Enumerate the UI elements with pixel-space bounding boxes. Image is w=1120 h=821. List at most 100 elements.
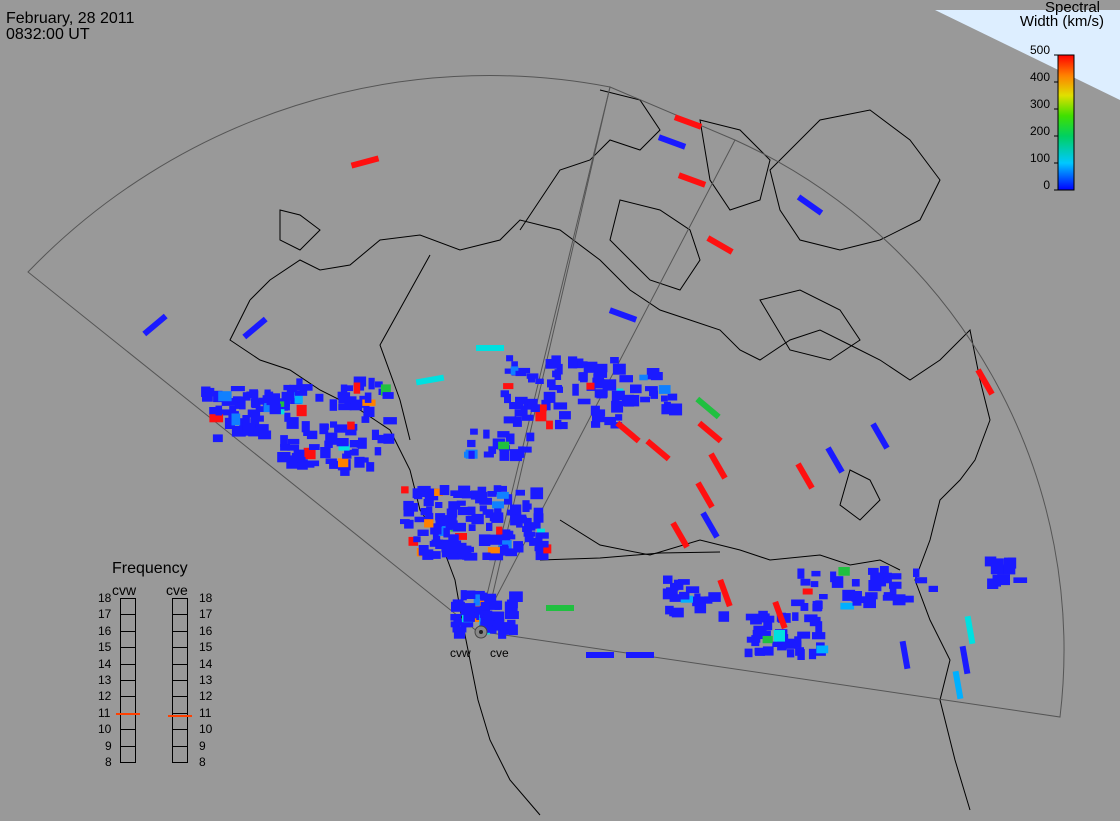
echo-cell [413,536,421,543]
echo-cell [496,526,503,538]
echo-cell [248,428,262,437]
echo-cell [443,515,457,524]
echo-cell [560,422,568,430]
echo-cell [627,395,640,407]
echo-cell [403,509,415,517]
echo-cell [555,419,562,430]
echo-cell [513,541,523,550]
echo-cell [501,534,516,540]
echo-cell [786,649,795,658]
frequency-cell [120,598,136,616]
echo-cell [524,446,532,453]
echo-cell [596,390,607,399]
echo-streak [700,511,720,539]
colorbar-tick: 300 [1029,97,1050,111]
echo-cell [448,534,459,545]
echo-cell [577,398,591,405]
echo-cell [483,614,492,620]
echo-cell [374,447,382,456]
echo-streak [242,316,268,340]
echo-cell [509,449,523,462]
echo-cell [915,577,928,584]
echo-streak [706,235,734,255]
echo-cell [213,390,223,403]
echo-cell [473,594,480,606]
frequency-title: Frequency [112,560,188,577]
echo-cell [462,590,476,599]
echo-cell [338,444,350,451]
echo-cell [534,521,541,529]
echo-cell [593,373,601,382]
echo-cell [281,391,295,401]
echo-cell [990,558,1004,567]
echo-cell [535,410,547,422]
echo-cell [499,485,507,492]
echo-cell [286,417,299,429]
echo-cell [590,405,600,416]
echo-cell [913,568,920,577]
echo-cell [478,534,491,546]
echo-cell [763,621,773,631]
echo-cell [509,402,523,410]
echo-cell [443,528,450,538]
echo-cell [517,367,531,374]
echo-cell [242,422,254,432]
echo-cell [280,444,290,451]
echo-streak [697,420,723,444]
echo-cell [568,356,578,369]
echo-cell [704,596,713,604]
echo-cell [324,440,333,448]
echo-cell [486,593,497,603]
echo-cell [337,391,345,399]
echo-cell [224,417,235,429]
echo-cell [783,638,796,649]
echo-cell [338,403,352,411]
echo-cell [535,540,549,548]
echo-cell [345,429,357,436]
echo-cell [366,462,375,472]
echo-cell [658,385,671,394]
echo-cell [417,486,430,492]
echo-cell [766,615,775,623]
echo-cell [863,597,876,609]
echo-cell [467,506,476,516]
echo-cell [296,378,303,391]
echo-cell [510,366,519,375]
echo-cell [467,605,476,615]
date-label: February, 28 2011 [6,10,135,27]
echo-cell [280,435,288,447]
echo-cell [591,421,601,428]
time-label: 0832:00 UT [6,26,90,43]
echo-cell [816,645,829,654]
echo-cell [840,602,855,610]
echo-cell [277,401,285,407]
echo-cell [457,506,471,516]
frequency-tick-label: 10 [199,722,213,737]
echo-cell [530,487,544,500]
echo-cell [445,520,453,530]
echo-cell [456,619,470,626]
echo-cell [645,386,658,392]
frequency-tick-label: 11 [98,705,111,720]
echo-streak [673,114,703,130]
echo-streak [695,481,715,509]
echo-cell [879,578,886,587]
frequency-ladder-cve [172,598,188,770]
echo-cell [377,434,384,444]
echo-cell [530,404,540,412]
echo-cell [819,594,828,600]
echo-cell [299,457,306,467]
echo-cell [303,447,316,460]
echo-cell [374,381,383,388]
echo-streak [546,605,574,611]
echo-cell [760,613,770,623]
echo-cell [447,550,459,560]
echo-cell [669,403,683,416]
echo-cell [537,404,547,412]
frequency-tick-label: 17 [98,607,112,622]
echo-cell [612,363,626,375]
echo-cell [477,486,487,495]
echo-cell [619,375,633,383]
echo-cell [997,574,1010,586]
echo-cell [507,619,516,628]
